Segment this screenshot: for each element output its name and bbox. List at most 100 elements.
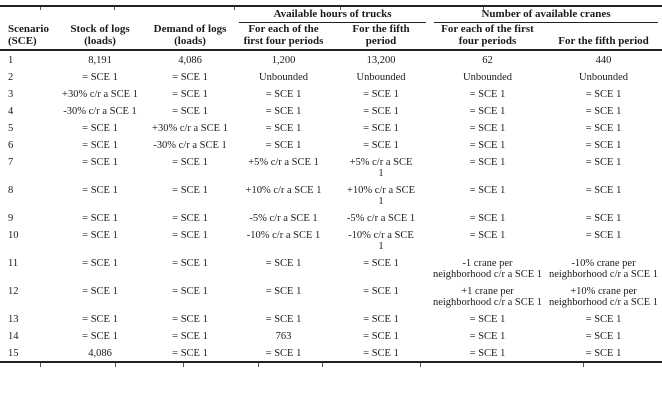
table-cell: +10% c/r a SCE 1 [245,185,322,196]
scenario-number-cell: 5 [8,123,14,134]
scenario-number-cell: 9 [8,213,14,224]
table-cell: = SCE 1 [265,348,302,359]
scenario-number-cell: 4 [8,106,14,117]
group-header-cranes: Number of available cranes [430,6,662,23]
table-cell: = SCE 1 [469,230,506,241]
table-cell: = SCE 1 [265,314,302,325]
table-row: 7 = SCE 1 = SCE 1 +5% c/r a SCE 1 +5% c/r a … [0,153,662,181]
table-cell: -10% crane per neighborhood c/r a SCE 1 [548,258,659,280]
table-cell: = SCE 1 [82,123,118,134]
table-cell: = SCE 1 [82,286,118,297]
table-cell: +5% c/r a SCE 1 [248,157,319,168]
table-cell: -5% c/r a SCE 1 [346,213,416,224]
table-cell: +1 crane per neighborhood c/r a SCE 1 [432,286,543,308]
table-row: 12 = SCE 1 = SCE 1 = SCE 1 = SCE 1 +1 crane p… [0,282,662,310]
table-cell: = SCE 1 [82,185,118,196]
page: Scenario (SCE) Stock of logs (loads) Dem… [0,5,662,413]
scenario-number-cell: 12 [8,286,19,297]
table-cell: +30% c/r a SCE 1 [62,89,138,100]
table-cell: = SCE 1 [469,213,506,224]
table-cell: = SCE 1 [585,331,622,342]
table-cell: Unbounded [579,72,628,83]
scenario-number-cell: 7 [8,157,14,168]
table-cell: -30% c/r a SCE 1 [63,106,137,117]
scenario-number-cell: 14 [8,331,19,342]
column-header-trucks-fifth: For the fifth period [332,23,430,51]
table-cell: = SCE 1 [469,123,506,134]
table-cell: = SCE 1 [265,258,302,269]
group-header-trucks-label: Available hours of trucks [239,7,426,23]
table-cell: = SCE 1 [265,123,302,134]
table-cell: = SCE 1 [82,258,118,269]
group-header-cranes-label: Number of available cranes [434,7,659,23]
table-cell: = SCE 1 [172,72,208,83]
table-cell: = SCE 1 [172,230,208,241]
table-cell: 13,200 [366,55,396,66]
table-cell: = SCE 1 [585,106,622,117]
scenario-number-cell: 1 [8,55,14,66]
table-row: 8 = SCE 1 = SCE 1 +10% c/r a SCE 1 +10% c/r … [0,181,662,209]
table-cell: Unbounded [259,72,308,83]
group-header-trucks: Available hours of trucks [235,6,430,23]
table-row: 6 = SCE 1 -30% c/r a SCE 1 = SCE 1 = SCE 1 = … [0,136,662,153]
column-header-cranes-fifth: For the fifth period [545,23,662,51]
scenario-number-cell: 15 [8,348,19,359]
bottom-border-ticks [0,363,662,369]
table-row: 2 = SCE 1 = SCE 1 Unbounded Unbounded Unbound… [0,68,662,85]
table-cell: +30% c/r a SCE 1 [152,123,228,134]
table-cell: = SCE 1 [172,106,208,117]
table-cell: 1,200 [271,55,296,66]
table-cell: = SCE 1 [363,286,399,297]
scenario-number-cell: 11 [8,258,19,269]
scenario-number-cell: 13 [8,314,19,325]
table-row: 13 = SCE 1 = SCE 1 = SCE 1 = SCE 1 = SCE 1 = S… [0,310,662,327]
grid-tick [420,363,421,367]
scenario-number-cell: 6 [8,140,14,151]
table-cell: = SCE 1 [363,314,399,325]
table-cell: = SCE 1 [172,89,208,100]
table-cell: = SCE 1 [469,106,506,117]
grid-tick [483,6,484,10]
grid-tick [40,363,41,367]
table-cell: = SCE 1 [469,348,506,359]
table-cell: = SCE 1 [469,140,506,151]
table-body: 1 8,191 4,086 1,200 13,200 62 440 2 = SCE 1 = SCE… [0,50,662,362]
table-cell: = SCE 1 [172,348,208,359]
table-cell: -5% c/r a SCE 1 [249,213,318,224]
table-cell: = SCE 1 [172,331,208,342]
table-cell: = SCE 1 [82,331,118,342]
table-row: 5 = SCE 1 +30% c/r a SCE 1 = SCE 1 = SCE 1 = … [0,119,662,136]
table-cell: = SCE 1 [172,213,208,224]
table-cell: = SCE 1 [82,72,118,83]
table-cell: = SCE 1 [265,106,302,117]
table-cell: = SCE 1 [363,89,399,100]
table-row: 4 -30% c/r a SCE 1 = SCE 1 = SCE 1 = SCE 1 = … [0,102,662,119]
column-header-cranes-first-four: For each of the first four periods [430,23,545,51]
table-cell: = SCE 1 [363,140,399,151]
table-cell: -10% c/r a SCE 1 [246,230,321,241]
table-cell: = SCE 1 [82,314,118,325]
table-cell: = SCE 1 [363,331,399,342]
column-header-stock: Stock of logs (loads) [55,6,145,51]
scenario-number-cell: 10 [8,230,19,241]
table-cell: = SCE 1 [265,140,302,151]
table-cell: 8,191 [88,55,112,66]
table-row: 15 4,086 = SCE 1 = SCE 1 = SCE 1 = SCE 1 = SCE… [0,344,662,362]
table-row: 10 = SCE 1 = SCE 1 -10% c/r a SCE 1 -10% c/r… [0,226,662,254]
table-row: 14 = SCE 1 = SCE 1 763 = SCE 1 = SCE 1 = SCE 1 [0,327,662,344]
grid-tick [583,363,584,367]
sub-header-row: For each of the first four periods For t… [0,23,662,51]
table-cell: = SCE 1 [469,185,506,196]
table-cell: 62 [482,55,493,66]
table-cell: = SCE 1 [363,348,399,359]
table-row: 9 = SCE 1 = SCE 1 -5% c/r a SCE 1 -5% c/r a … [0,209,662,226]
table-cell: = SCE 1 [585,157,622,168]
table-cell: = SCE 1 [585,123,622,134]
table-cell: = SCE 1 [469,157,506,168]
scenario-number-cell: 3 [8,89,14,100]
table-cell: = SCE 1 [82,157,118,168]
table-cell: = SCE 1 [172,286,208,297]
table-cell: 4,086 [88,348,112,359]
table-cell: -1 crane per neighborhood c/r a SCE 1 [432,258,543,280]
column-header-scenario: Scenario (SCE) [0,6,55,51]
